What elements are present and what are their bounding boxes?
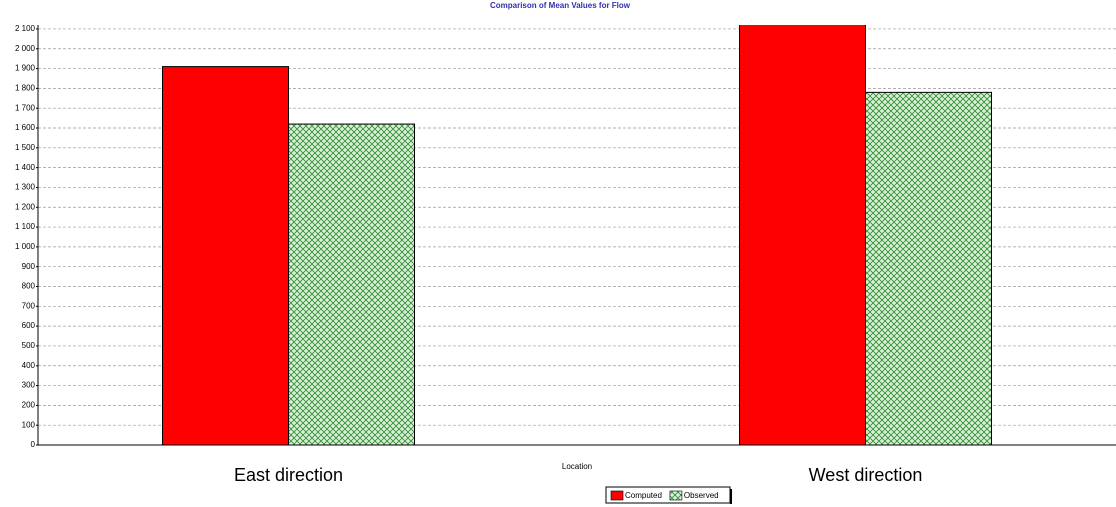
y-tick-label: 1 800 <box>15 84 36 93</box>
y-tick-label: 1 900 <box>15 64 36 73</box>
legend: Computed Observed <box>605 486 732 504</box>
y-tick-label: 100 <box>22 420 36 429</box>
y-tick-label: 1 700 <box>15 103 36 112</box>
y-tick-label: 500 <box>22 341 36 350</box>
y-tick-label: 600 <box>22 321 36 330</box>
plot-area <box>38 25 1116 446</box>
legend-label: Observed <box>684 491 719 500</box>
y-tick-label: 700 <box>22 301 36 310</box>
x-axis-label: Location <box>562 462 592 471</box>
y-tick-label: 0 <box>31 440 36 449</box>
y-tick-label: 2 100 <box>15 24 36 33</box>
y-tick-label: 800 <box>22 282 36 291</box>
bar <box>162 66 289 446</box>
y-tick-label: 400 <box>22 361 36 370</box>
bar <box>739 25 866 446</box>
x-tick-label: East direction <box>234 465 343 485</box>
y-tick-label: 1 600 <box>15 123 36 132</box>
y-tick-label: 2 000 <box>15 44 36 53</box>
chart-title: Comparison of Mean Values for Flow <box>490 1 631 10</box>
y-tick-label: 1 400 <box>15 163 36 172</box>
bar <box>865 91 992 446</box>
legend-swatch <box>669 490 683 501</box>
y-tick-label: 1 000 <box>15 242 36 251</box>
y-tick-label: 1 500 <box>15 143 36 152</box>
y-tick-label: 200 <box>22 400 36 409</box>
legend-swatch <box>610 490 624 501</box>
y-tick-label: 1 200 <box>15 202 36 211</box>
y-tick-label: 300 <box>22 381 36 390</box>
y-tick-label: 1 300 <box>15 183 36 192</box>
x-tick-label: West direction <box>809 465 923 485</box>
y-tick-label: 1 100 <box>15 222 36 231</box>
y-tick-label: 900 <box>22 262 36 271</box>
legend-label: Computed <box>625 491 662 500</box>
bar <box>288 123 415 446</box>
